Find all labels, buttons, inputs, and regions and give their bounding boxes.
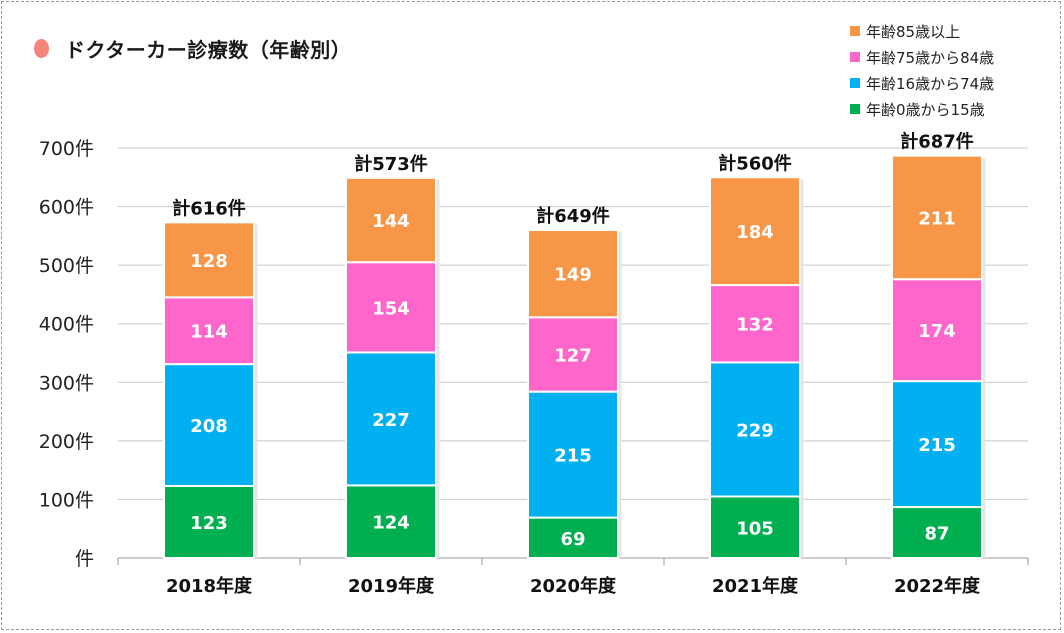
- legend-swatch: [850, 78, 860, 88]
- bar-segment: [527, 390, 619, 519]
- bar-segment: [527, 516, 619, 559]
- bar-segment: [163, 296, 255, 366]
- y-tick-label: 200件: [39, 431, 94, 453]
- bar-segment: [163, 363, 255, 487]
- bar-segment: [345, 351, 437, 487]
- data-label: 124: [372, 513, 410, 534]
- legend-item-75-84: 年齢75歳から84歳: [850, 44, 994, 70]
- bar-segment: [345, 176, 437, 264]
- total-label: 計616件: [172, 197, 246, 219]
- legend-label: 年齢85歳以上: [866, 22, 961, 41]
- bar-segment: [891, 154, 983, 281]
- data-label: 174: [918, 321, 956, 342]
- legend: 年齢85歳以上 年齢75歳から84歳 年齢16歳から74歳 年齢0歳から15歳: [850, 18, 994, 122]
- chart-title-block: ドクターカー診療数（年齢別）: [34, 34, 351, 63]
- legend-label: 年齢0歳から15歳: [866, 100, 985, 119]
- category-label: 2019年度: [348, 575, 435, 597]
- data-label: 128: [190, 251, 228, 272]
- y-tick-label: 600件: [39, 197, 94, 219]
- bar-segment: [891, 278, 983, 383]
- data-label: 154: [372, 298, 410, 319]
- data-label: 87: [924, 524, 949, 545]
- data-label: 208: [190, 416, 228, 437]
- data-label: 132: [736, 315, 774, 336]
- data-label: 184: [736, 222, 774, 243]
- total-label: 計649件: [536, 205, 610, 227]
- total-label: 計687件: [900, 131, 974, 153]
- data-label: 211: [918, 208, 956, 229]
- chart-title: ドクターカー診療数（年齢別）: [65, 38, 352, 62]
- y-tick-label: 100件: [39, 489, 94, 511]
- legend-swatch: [850, 26, 860, 36]
- total-label: 計573件: [354, 153, 428, 175]
- legend-label: 年齢75歳から84歳: [866, 48, 995, 67]
- legend-item-0-15: 年齢0歳から15歳: [850, 96, 994, 122]
- data-label: 127: [554, 345, 592, 366]
- bar-segment: [527, 316, 619, 393]
- y-tick-label: 700件: [39, 138, 94, 160]
- legend-label: 年齢16歳から74歳: [866, 74, 995, 93]
- data-label: 215: [554, 446, 592, 467]
- y-tick-label: 件: [75, 548, 94, 570]
- total-label: 計560件: [718, 152, 792, 174]
- legend-swatch: [850, 52, 860, 62]
- data-label: 229: [736, 420, 774, 441]
- legend-item-85-plus: 年齢85歳以上: [850, 18, 994, 44]
- category-label: 2018年度: [166, 575, 253, 597]
- bar-segment: [163, 484, 255, 560]
- bar-segment: [527, 229, 619, 319]
- y-tick-label: 400件: [39, 314, 94, 336]
- y-tick-label: 300件: [39, 372, 94, 394]
- category-label: 2022年度: [894, 575, 981, 597]
- legend-swatch: [850, 104, 860, 114]
- category-label: 2020年度: [530, 575, 617, 597]
- data-label: 149: [554, 265, 592, 286]
- data-label: 227: [372, 410, 410, 431]
- bar-segment: [709, 176, 801, 287]
- category-label: 2021年度: [712, 575, 799, 597]
- data-label: 215: [918, 435, 956, 456]
- bar-segment: [163, 221, 255, 299]
- data-label: 114: [190, 322, 228, 343]
- bar-segment: [709, 495, 801, 559]
- data-label: 69: [560, 529, 585, 550]
- bar-segment: [345, 484, 437, 559]
- y-tick-label: 500件: [39, 255, 94, 277]
- data-label: 105: [736, 518, 774, 539]
- bar-segment: [891, 506, 983, 559]
- data-label: 144: [372, 211, 410, 232]
- title-bullet-icon: [34, 39, 49, 58]
- legend-item-16-74: 年齢16歳から74歳: [850, 70, 994, 96]
- data-label: 123: [190, 513, 228, 534]
- bar-segment: [345, 261, 437, 354]
- bar-segment: [709, 361, 801, 498]
